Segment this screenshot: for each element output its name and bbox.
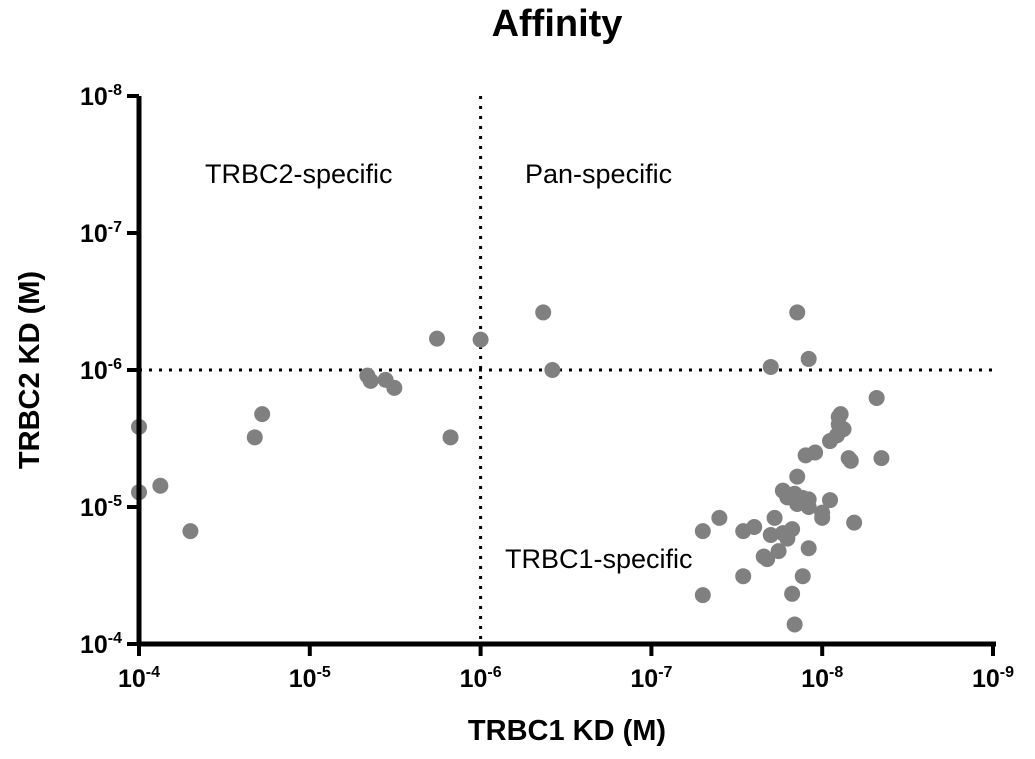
data-point — [784, 521, 801, 538]
data-point — [800, 350, 817, 367]
data-point — [822, 492, 839, 509]
data-point — [807, 444, 824, 461]
data-point — [789, 495, 806, 512]
x-ticks: 10-4 10-5 10-6 10-7 10-8 10-9 — [118, 644, 1014, 693]
plot-area: TRBC2-specific Pan-specific TRBC1-specif… — [80, 82, 1014, 693]
data-point — [822, 433, 839, 450]
x-tick-label: 10-8 — [801, 664, 843, 693]
data-point — [254, 406, 271, 423]
data-point — [442, 429, 459, 446]
data-point — [789, 468, 806, 485]
data-point — [694, 587, 711, 604]
data-point — [544, 362, 561, 378]
data-point — [362, 372, 379, 389]
data-point — [868, 389, 885, 406]
data-point — [762, 526, 779, 543]
data-point — [535, 304, 552, 321]
data-point — [789, 304, 806, 321]
data-point — [814, 509, 831, 526]
data-point — [846, 514, 863, 531]
y-tick-label: 10-5 — [80, 493, 122, 522]
data-point — [386, 379, 403, 396]
data-point — [711, 509, 728, 526]
y-tick-label: 10-7 — [80, 219, 122, 248]
data-point — [428, 330, 445, 347]
x-axis-title: TRBC1 KD (M) — [468, 715, 666, 747]
x-tick-label: 10-4 — [118, 664, 160, 693]
data-point — [755, 548, 772, 565]
annotation-pan-specific: Pan-specific — [525, 159, 672, 189]
y-tick-label: 10-8 — [80, 82, 122, 111]
data-point — [152, 477, 169, 494]
data-point — [873, 450, 890, 467]
annotation-trbc2-specific: TRBC2-specific — [205, 159, 393, 189]
data-point — [766, 509, 783, 526]
data-point — [762, 358, 779, 375]
data-point — [246, 429, 263, 446]
data-point — [694, 523, 711, 540]
y-ticks: 10-4 10-5 10-6 10-7 10-8 — [80, 82, 139, 659]
x-tick-label: 10-5 — [289, 664, 331, 693]
data-point — [182, 523, 199, 540]
y-axis-title: TRBC2 KD (M) — [14, 271, 46, 469]
data-point — [794, 568, 811, 585]
data-point — [800, 540, 817, 557]
data-point — [472, 331, 489, 348]
chart-title: Affinity — [492, 3, 623, 45]
data-point — [770, 543, 787, 560]
data-points — [131, 304, 890, 633]
y-tick-label: 10-6 — [80, 356, 122, 385]
data-point — [842, 452, 859, 469]
data-point — [735, 568, 752, 585]
x-tick-label: 10-6 — [460, 664, 502, 693]
y-tick-label: 10-4 — [80, 630, 122, 659]
data-point — [735, 523, 752, 540]
data-point — [784, 585, 801, 602]
annotation-trbc1-specific: TRBC1-specific — [505, 544, 693, 574]
x-tick-label: 10-9 — [972, 664, 1014, 693]
data-point — [786, 616, 803, 633]
x-tick-label: 10-7 — [630, 664, 672, 693]
